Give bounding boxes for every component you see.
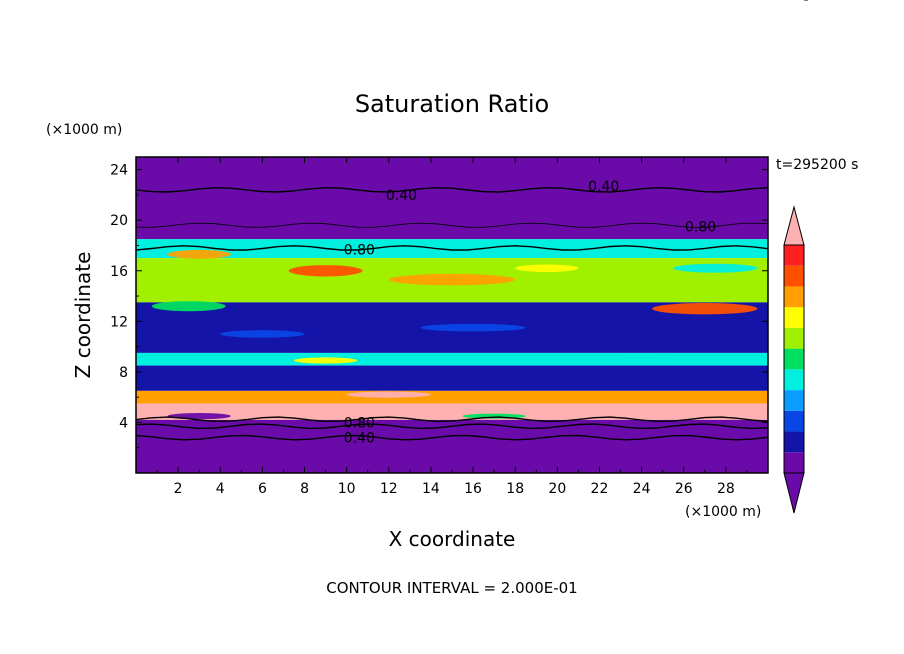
contour-label: 0.80 [344, 242, 375, 258]
field-layer [136, 403, 768, 420]
chart-title: Saturation Ratio [355, 90, 549, 118]
field-feature [167, 249, 231, 259]
x-axis-label: X coordinate [389, 527, 516, 551]
x-tick-label: 20 [548, 481, 566, 497]
field-layers [136, 157, 768, 473]
colorbar-tick-label: 1 [812, 0, 821, 4]
x-tick-label: 28 [717, 481, 735, 497]
colorbar-segment [784, 245, 804, 266]
colorbar-segment [784, 307, 804, 328]
field-feature [288, 265, 363, 277]
contour-label: 0.80 [685, 220, 716, 236]
colorbar-tick-label: 1.08 [812, 0, 843, 4]
x-tick-label: 8 [300, 481, 309, 497]
contour-line [136, 245, 768, 251]
contour-line [136, 186, 768, 193]
plot-area: 0.400.400.800.800.800.40 [135, 156, 769, 474]
colorbar-under-arrow [783, 472, 805, 514]
field-layer [136, 390, 768, 404]
y-axis-ticks: 4 8 12 16 20 24 [110, 163, 768, 449]
field-feature [294, 357, 358, 364]
contour-line [136, 416, 768, 423]
field-feature [673, 263, 758, 273]
time-label: t=295200 s [776, 157, 858, 173]
y-tick-label: 4 [119, 415, 128, 431]
field-layer [136, 352, 768, 366]
x-tick-label: 18 [506, 481, 524, 497]
y-tick-label: 20 [110, 213, 128, 229]
x-tick-label: 4 [216, 481, 225, 497]
contour-line [136, 434, 768, 441]
colorbar-segment [784, 369, 804, 391]
y-tick-label: 24 [110, 163, 128, 179]
colorbar-tick-label: 1.04 [812, 0, 843, 4]
colorbar-segment [784, 390, 804, 411]
contour-label: 0.40 [588, 179, 619, 195]
x-units-label: (×1000 m) [685, 504, 761, 520]
x-tick-label: 6 [258, 481, 267, 497]
field-feature [610, 358, 674, 365]
contour-label: 0.80 [344, 415, 375, 431]
colorbar: 0.920.9611.041.08 [783, 0, 843, 514]
field-feature [220, 330, 305, 338]
contour-lines [136, 186, 768, 441]
field-layer [136, 365, 768, 391]
x-tick-label: 2 [174, 481, 183, 497]
y-tick-label: 8 [119, 365, 128, 381]
x-tick-label: 10 [338, 481, 356, 497]
x-tick-label: 16 [464, 481, 482, 497]
y-tick-label: 16 [110, 264, 128, 280]
x-tick-label: 24 [633, 481, 651, 497]
x-tick-label: 12 [380, 481, 398, 497]
x-axis-ticks: 2 4 6 8 10 12 14 16 18 20 22 24 26 28 [156, 157, 748, 497]
field-feature [151, 301, 226, 312]
x-tick-label: 26 [675, 481, 693, 497]
field-layer [136, 419, 768, 473]
y-units-label: (×1000 m) [46, 122, 122, 138]
x-tick-label: 22 [591, 481, 609, 497]
field-feature [515, 264, 579, 273]
colorbar-segment [784, 265, 804, 287]
contour-labels: 0.400.400.800.800.800.40 [344, 179, 716, 447]
colorbar-segment [784, 327, 804, 349]
colorbar-segment [784, 452, 804, 473]
field-feature [420, 323, 526, 332]
field-layer [136, 157, 768, 240]
contour-label: 0.40 [344, 431, 375, 447]
y-axis-label: Z coordinate [71, 252, 95, 379]
colorbar-segment [784, 431, 804, 453]
field-feature [388, 273, 516, 286]
colorbar-segment [784, 286, 804, 308]
colorbar-frame [783, 244, 805, 474]
field-features [151, 249, 758, 420]
colorbar-tick-label: 0.92 [812, 0, 843, 4]
contour-line [136, 423, 768, 430]
field-layer [136, 239, 768, 259]
x-tick-label: 14 [422, 481, 440, 497]
contour-line [136, 222, 768, 228]
field-feature [346, 391, 431, 398]
colorbar-over-arrow [783, 205, 805, 246]
contour-label: 0.40 [386, 188, 417, 204]
colorbar-segment [784, 410, 804, 432]
y-tick-label: 12 [110, 314, 128, 330]
colorbar-tick-label: 0.96 [812, 0, 843, 4]
contour-interval-footer: CONTOUR INTERVAL = 2.000E-01 [326, 579, 577, 597]
colorbar-segment [784, 348, 804, 370]
field-feature [652, 302, 758, 315]
